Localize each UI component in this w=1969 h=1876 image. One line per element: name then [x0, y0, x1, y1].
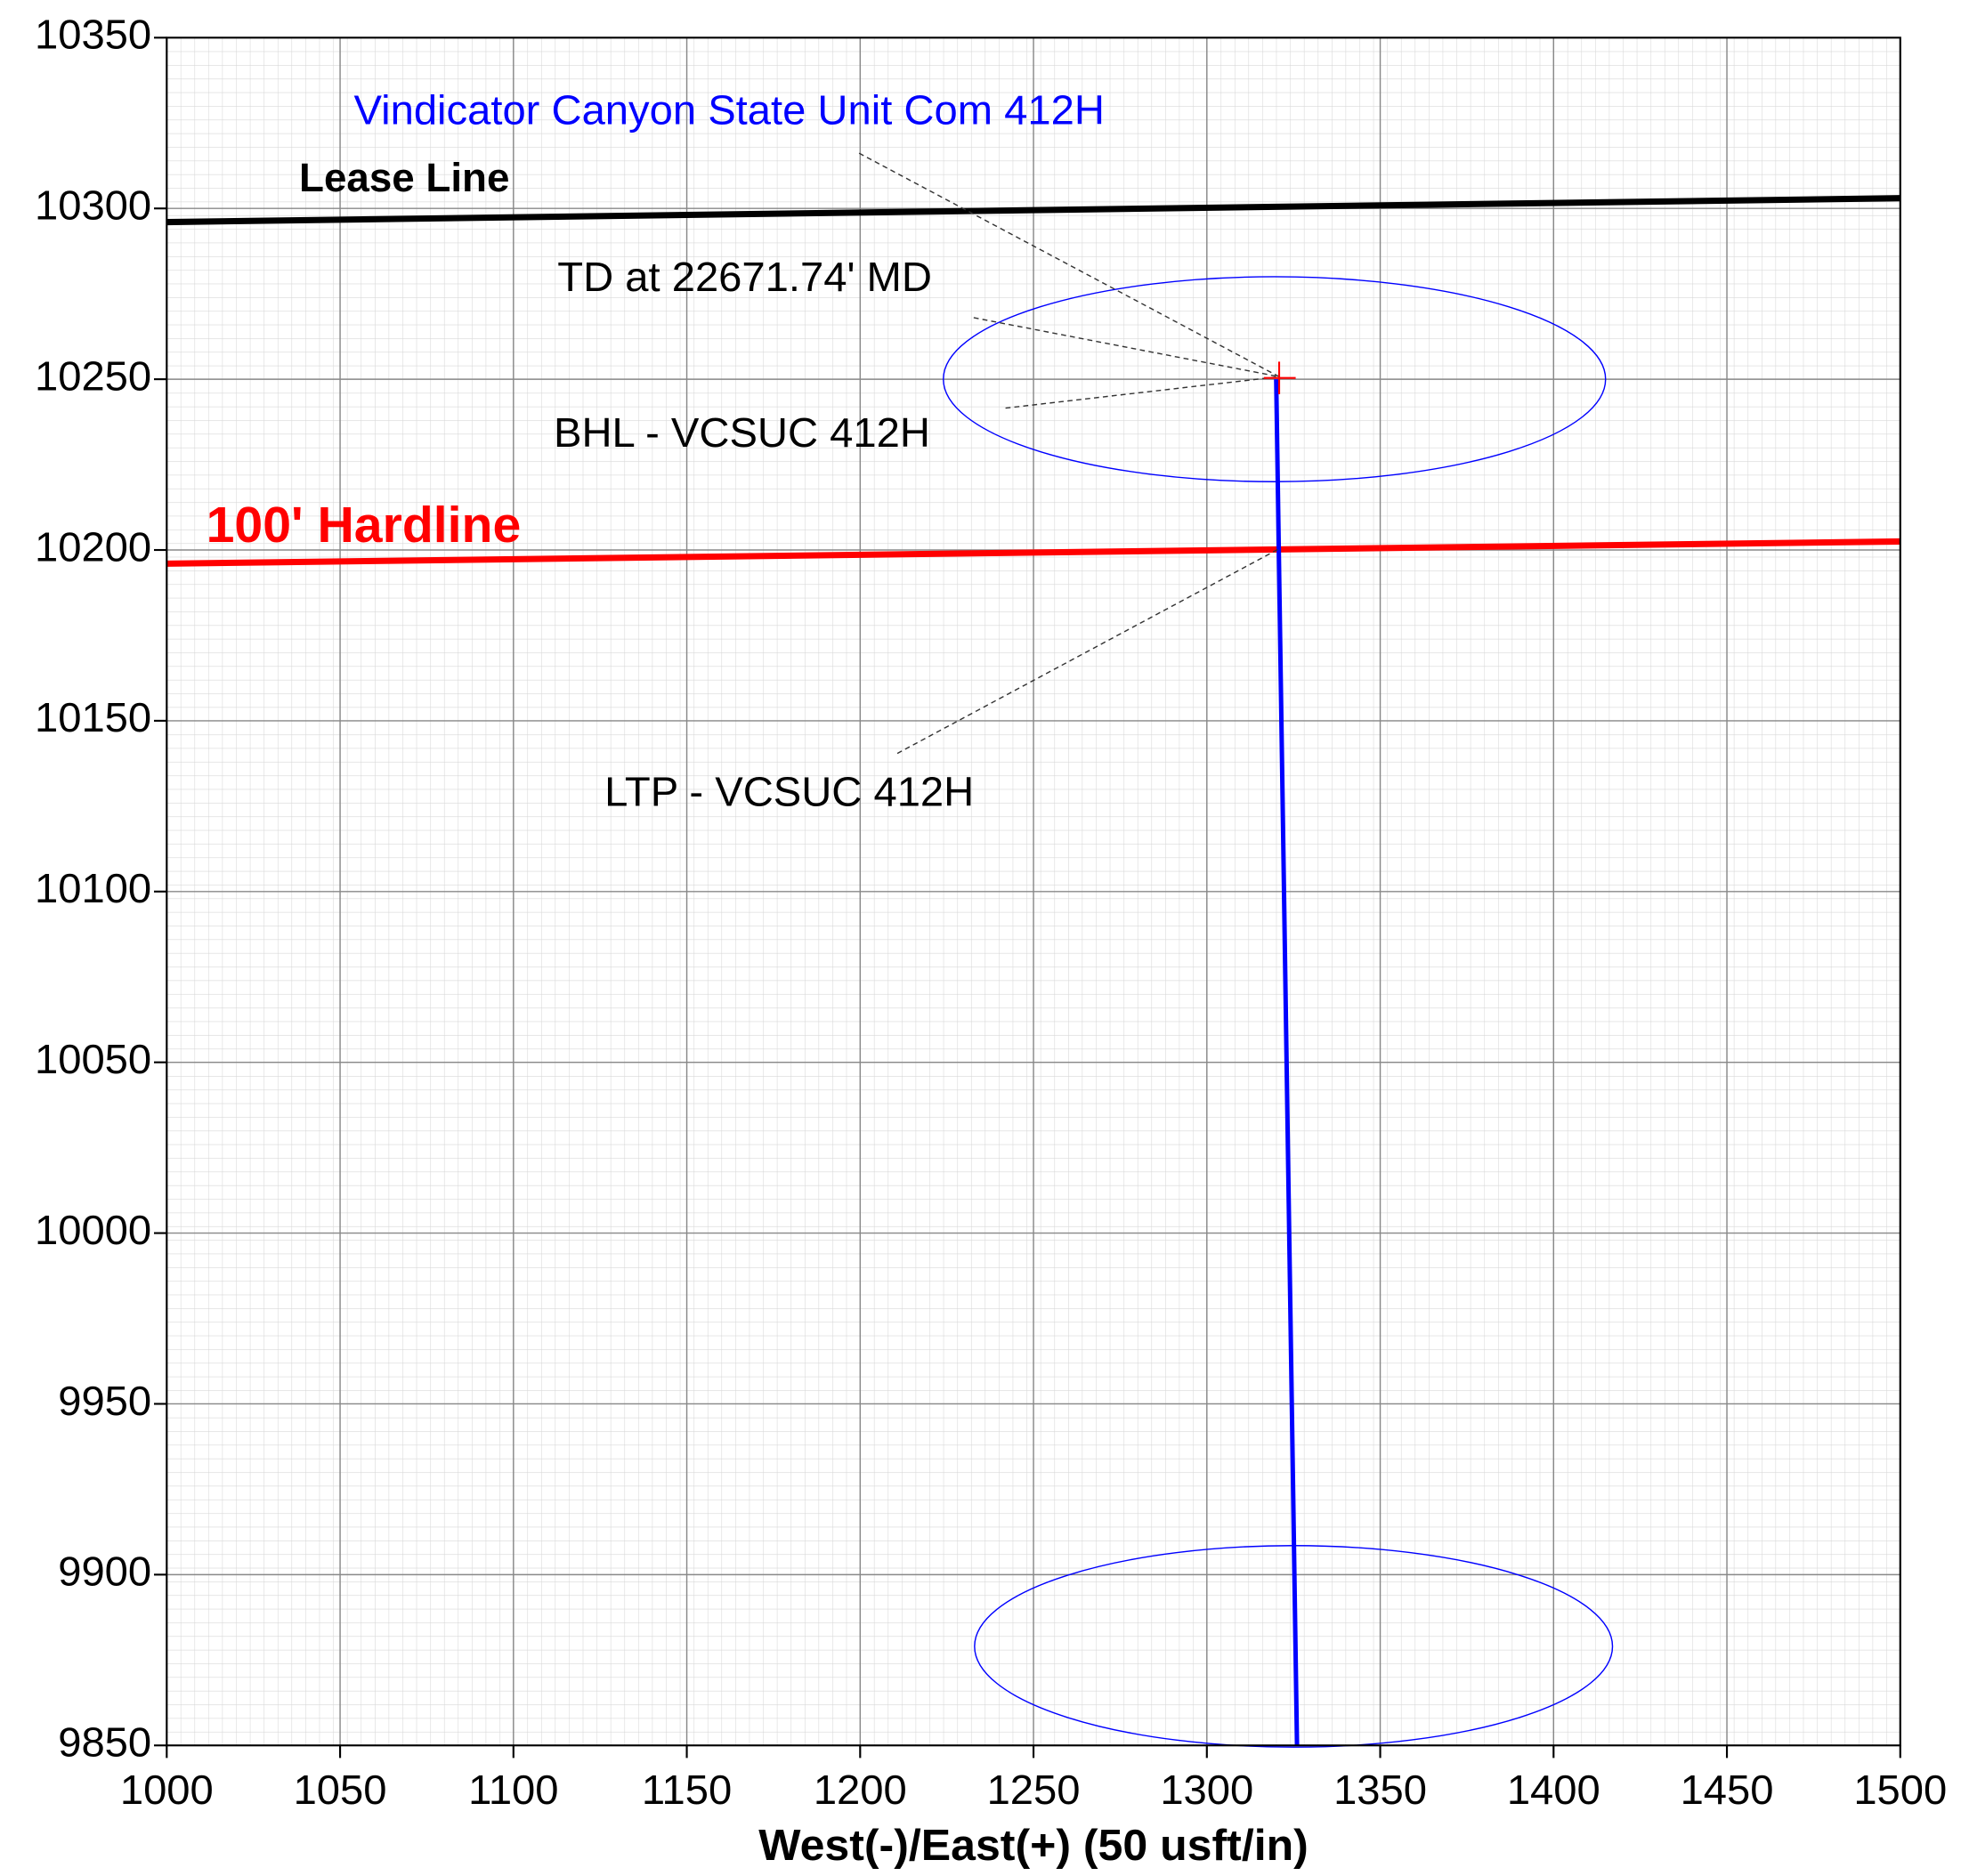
well-name: Vindicator Canyon State Unit Com 412H	[354, 87, 1105, 133]
x-tick-label: 1250	[987, 1767, 1081, 1813]
x-tick-label: 1200	[814, 1767, 907, 1813]
y-tick-label: 10150	[35, 694, 151, 740]
x-axis-title: West(-)/East(+) (50 usft/in)	[758, 1820, 1309, 1870]
lease-line-label: Lease Line	[299, 155, 509, 200]
target-marker	[1263, 361, 1296, 395]
y-tick-label: 9900	[58, 1549, 151, 1595]
y-tick-label: 10200	[35, 524, 151, 570]
leader-line	[973, 317, 1280, 377]
uncertainty-ellipse	[943, 276, 1607, 482]
y-tick-label: 10000	[35, 1207, 151, 1253]
wellbore	[1274, 379, 1300, 1746]
x-tick-label: 1100	[468, 1767, 558, 1813]
x-tick-label: 1000	[120, 1767, 214, 1813]
x-tick-label: 1150	[642, 1767, 732, 1813]
td-label: TD at 22671.74' MD	[557, 254, 932, 300]
y-tick-label: 9950	[58, 1378, 151, 1424]
leader-line	[896, 547, 1280, 755]
marks	[166, 195, 1900, 1748]
y-tick-label: 10100	[35, 865, 151, 911]
hardline-label: 100' Hardline	[207, 497, 522, 554]
x-tick-label: 1050	[294, 1767, 387, 1813]
y-tick-label: 10300	[35, 182, 151, 229]
grid	[154, 36, 1901, 1759]
bhl-label: BHL - VCSUC 412H	[554, 409, 930, 456]
y-tick-label: 9850	[58, 1719, 151, 1766]
plot-frame	[166, 36, 1901, 1747]
x-tick-label: 1350	[1333, 1767, 1427, 1813]
leader-line	[1005, 376, 1280, 409]
x-tick-label: 1400	[1507, 1767, 1600, 1813]
ltp-label: LTP - VCSUC 412H	[604, 769, 974, 815]
x-tick-label: 1500	[1853, 1767, 1947, 1813]
x-tick-label: 1300	[1160, 1767, 1253, 1813]
x-tick-label: 1450	[1681, 1767, 1774, 1813]
y-tick-label: 10350	[35, 12, 151, 58]
y-tick-label: 10050	[35, 1036, 151, 1082]
boundary-line	[166, 538, 1900, 567]
boundary-line	[166, 195, 1900, 226]
y-tick-label: 10250	[35, 353, 151, 400]
